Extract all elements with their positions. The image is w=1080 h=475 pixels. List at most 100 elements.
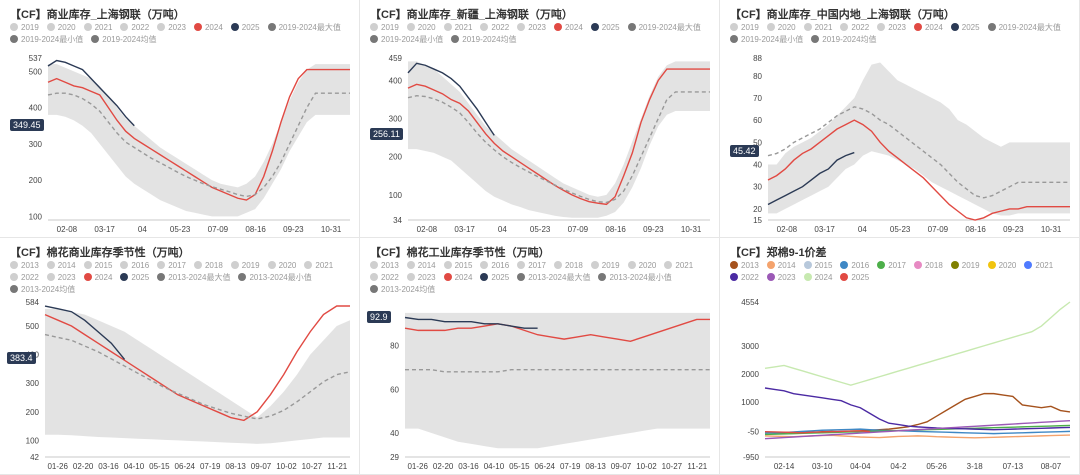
x-tick-label: 07-13 [1003,462,1024,471]
legend-item[interactable]: 2014 [766,260,796,272]
legend-item[interactable]: 2021 [664,260,693,272]
legend-item[interactable]: 2019-2024最小值 [370,34,443,46]
legend-item[interactable]: 2024 [803,272,832,284]
legend-item[interactable]: 2019 [590,260,620,272]
legend-item[interactable]: 2025 [590,22,620,34]
legend-item[interactable]: 2021 [1024,260,1053,272]
legend-item[interactable]: 2018 [553,260,583,272]
legend-item[interactable]: 2024 [443,272,472,284]
legend-marker-icon [267,23,276,31]
legend-item[interactable]: 2019-2024最大值 [627,22,701,34]
y-tick-label: 459 [389,54,403,63]
chart-svg: 4554 3000 2000 1000 -50 -950 02-14 03-10 04-04 04… [741,298,1071,471]
legend-item[interactable]: 2014 [46,260,76,272]
legend-item[interactable]: 2019-2024最大值 [987,22,1061,34]
legend-item[interactable]: 2019-2024最大值 [267,22,341,34]
legend-item[interactable]: 2019-2024最小值 [730,34,803,46]
legend-item[interactable]: 2019 [370,22,399,34]
legend-item[interactable]: 2021 [443,22,472,34]
legend-item[interactable]: 2023 [877,22,906,34]
legend-marker-icon [766,23,775,31]
legend-item[interactable]: 2019-2024均值 [811,34,877,46]
legend-item[interactable]: 2020 [406,22,436,34]
legend-item[interactable]: 2019-2024最小值 [10,34,83,46]
legend-item[interactable]: 2021 [803,22,832,34]
legend-item[interactable]: 2015 [443,260,472,272]
legend-marker-icon [46,273,55,281]
legend-item[interactable]: 2025 [480,272,509,284]
legend-item[interactable]: 2018 [193,260,223,272]
legend-marker-icon [766,261,775,269]
legend-item[interactable]: 2023 [766,272,796,284]
legend-item[interactable]: 2018 [913,260,943,272]
legend-item[interactable]: 2025 [230,22,260,34]
legend-label: 2020 [417,23,436,32]
legend-item[interactable]: 2023 [157,22,186,34]
legend-item[interactable]: 2017 [877,260,906,272]
legend-item[interactable]: 2019-2024均值 [451,34,517,46]
legend-item[interactable]: 2025 [120,272,149,284]
legend-item[interactable]: 2025 [840,272,869,284]
legend-item[interactable]: 2014 [406,260,436,272]
legend-item[interactable]: 2016 [480,260,509,272]
legend-item[interactable]: 2020 [267,260,296,272]
legend-item[interactable]: 2022 [730,272,759,284]
chart-svg: 459 400 300 200 100 34 02-08 03-17 04 05-23 07-09 0… [389,54,710,234]
legend-marker-icon [10,23,18,31]
legend-item[interactable]: 2024 [193,22,223,34]
legend-item[interactable]: 2015 [803,260,832,272]
legend-item[interactable]: 2013-2024均值 [10,284,75,296]
legend-item[interactable]: 2013-2024最小值 [598,272,672,284]
legend-item[interactable]: 2016 [840,260,869,272]
legend-item[interactable]: 2013-2024均值 [370,284,435,296]
legend-item[interactable]: 2024 [553,22,583,34]
legend-item[interactable]: 2019 [230,260,260,272]
legend-item[interactable]: 2023 [517,22,546,34]
legend-item[interactable]: 2025 [950,22,980,34]
legend-item[interactable]: 2013-2024最小值 [238,272,312,284]
y-tick-label: 20 [753,205,762,214]
legend-item[interactable]: 2022 [370,272,399,284]
chart-legend: 2019 2020 2021 2022 2023 2024 2025 2019-2024最大值… [10,22,351,46]
legend-item[interactable]: 2013-2024最大值 [517,272,590,284]
legend-item[interactable]: 2013 [10,260,39,272]
legend-item[interactable]: 2022 [840,22,869,34]
legend-item[interactable]: 2019 [950,260,980,272]
legend-item[interactable]: 2024 [913,22,943,34]
legend-item[interactable]: 2024 [83,272,112,284]
y-tick-label: 70 [753,94,762,103]
legend-item[interactable]: 2021 [304,260,333,272]
legend-item[interactable]: 2013 [730,260,759,272]
chart-panel-c1: 【CF】商业库存_上海钢联（万吨） 2019 2020 2021 2022 2023 202… [0,0,360,238]
x-tick-label: 10-02 [636,462,657,471]
y-tick-label: 15 [753,216,762,225]
legend-item[interactable]: 2020 [987,260,1016,272]
legend-item[interactable]: 2016 [120,260,149,272]
legend-item[interactable]: 2019 [730,22,759,34]
legend-item[interactable]: 2020 [46,22,76,34]
legend-item[interactable]: 2020 [627,260,656,272]
legend-item[interactable]: 2023 [46,272,76,284]
series-line-2023 [764,419,1071,440]
legend-item[interactable]: 2019-2024均值 [91,34,157,46]
legend-item[interactable]: 2023 [406,272,436,284]
legend-item[interactable]: 2013-2024最大值 [157,272,230,284]
legend-item[interactable]: 2022 [480,22,509,34]
legend-label: 2025 [851,273,870,282]
legend-item[interactable]: 2015 [83,260,112,272]
chart-legend: 2019 2020 2021 2022 2023 2024 2025 2019-2024最大值… [370,22,711,46]
current-value-badge: 349.45 [10,118,44,131]
legend-item[interactable]: 2013 [370,260,399,272]
legend-label: 2021 [675,261,694,270]
legend-item[interactable]: 2019 [10,22,39,34]
legend-item[interactable]: 2022 [10,272,39,284]
legend-item[interactable]: 2017 [157,260,186,272]
legend-item[interactable]: 2017 [517,260,546,272]
y-tick-label: 200 [389,153,403,162]
legend-item[interactable]: 2021 [83,22,112,34]
legend-item[interactable]: 2022 [120,22,149,34]
legend-item[interactable]: 2020 [766,22,796,34]
x-tick-label: 07-09 [928,225,949,234]
legend-label: 2020 [777,23,796,32]
